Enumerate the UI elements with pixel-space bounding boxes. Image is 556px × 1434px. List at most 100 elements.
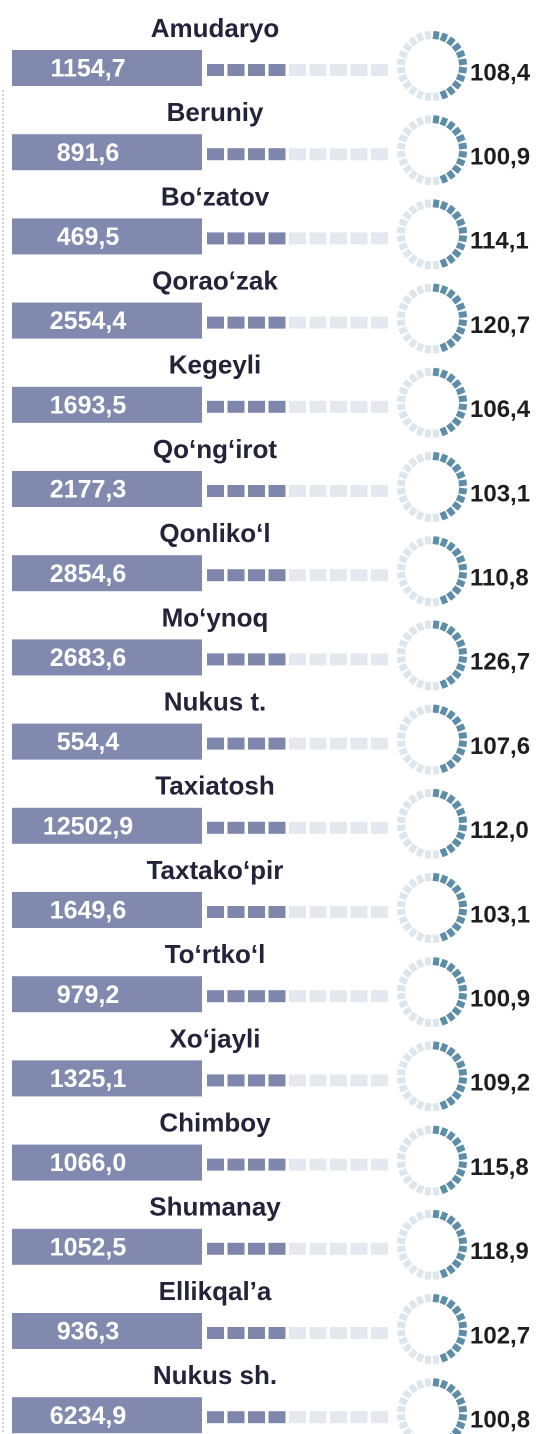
gauge-segment bbox=[432, 681, 440, 691]
dash-square bbox=[350, 232, 368, 245]
percent-label: 100,9 bbox=[470, 986, 530, 1013]
gauge-segment bbox=[398, 1060, 409, 1069]
gauge-segment bbox=[415, 763, 425, 774]
gauge-segment bbox=[458, 563, 468, 571]
gauge-segment bbox=[455, 831, 466, 840]
gauge-segment bbox=[432, 1186, 440, 1196]
gauge-segment bbox=[458, 984, 468, 992]
dash-square bbox=[227, 316, 245, 329]
gauge-segment bbox=[458, 655, 468, 663]
dash-square bbox=[330, 569, 347, 582]
dash-square bbox=[207, 232, 224, 245]
value-label: 2854,6 bbox=[50, 560, 126, 588]
gauge-segment bbox=[398, 1397, 409, 1406]
dash-square bbox=[371, 906, 388, 918]
percent-label: 115,8 bbox=[470, 1154, 529, 1181]
gauge-segment bbox=[432, 199, 440, 209]
gauge-segment bbox=[455, 410, 466, 419]
gauge-segment bbox=[408, 422, 418, 433]
dash-square bbox=[371, 990, 388, 1003]
percent-label: 106,4 bbox=[470, 396, 531, 423]
gauge-segment bbox=[432, 429, 440, 438]
dash-square bbox=[268, 232, 286, 245]
gauge-segment bbox=[402, 1174, 413, 1185]
dash-square bbox=[289, 485, 306, 497]
gauge-segment bbox=[424, 957, 432, 966]
gauge-segment bbox=[398, 326, 409, 335]
district-name: Kegeyli bbox=[169, 350, 262, 380]
gauge-segment bbox=[408, 36, 418, 47]
percent-label: 112,0 bbox=[470, 817, 529, 844]
gauge-segment bbox=[424, 30, 432, 40]
dash-square bbox=[309, 1411, 327, 1424]
gauge-segment bbox=[451, 80, 462, 90]
gauge-segment bbox=[451, 294, 462, 305]
gauge-segment bbox=[458, 740, 468, 748]
dash-square bbox=[371, 1411, 388, 1424]
gauge-segment bbox=[451, 1389, 462, 1400]
dash-square bbox=[268, 485, 286, 497]
gauge-segment bbox=[446, 927, 456, 938]
gauge-segment bbox=[396, 1161, 406, 1169]
gauge-segment bbox=[396, 992, 406, 1000]
gauge-segment bbox=[432, 1293, 440, 1303]
dash-square bbox=[268, 1242, 286, 1255]
dash-square bbox=[207, 737, 224, 750]
gauge-segment bbox=[458, 319, 468, 327]
value-label: 2554,4 bbox=[50, 307, 127, 335]
district-name: Nukus sh. bbox=[153, 1360, 277, 1390]
gauge-segment bbox=[408, 1383, 418, 1394]
gauge-segment bbox=[439, 594, 449, 605]
gauge-segment bbox=[408, 373, 418, 384]
gauge-segment bbox=[439, 874, 449, 885]
gauge-segment bbox=[439, 510, 449, 521]
gauge-segment bbox=[439, 173, 449, 184]
gauge-segment bbox=[396, 395, 406, 403]
dash-square bbox=[330, 485, 347, 497]
dash-square bbox=[330, 737, 347, 750]
district-name: Qonliko‘l bbox=[159, 518, 270, 548]
gauge-segment bbox=[424, 199, 432, 209]
gauge-segment bbox=[446, 590, 456, 601]
gauge-segment bbox=[446, 1011, 456, 1022]
dash-square bbox=[371, 148, 388, 161]
gauge-segment bbox=[432, 934, 440, 944]
gauge-segment bbox=[455, 241, 466, 251]
gauge-segment bbox=[451, 884, 462, 894]
gauge-segment bbox=[396, 487, 406, 495]
gauge-segment bbox=[451, 1006, 462, 1016]
gauge-segment bbox=[396, 900, 406, 908]
gauge-segment bbox=[415, 258, 425, 268]
gauge-segment bbox=[446, 506, 456, 517]
gauge-segment bbox=[432, 597, 440, 607]
gauge-segment bbox=[451, 248, 462, 259]
gauge-segment bbox=[415, 32, 425, 43]
gauge-segment bbox=[402, 1389, 413, 1400]
gauge-segment bbox=[402, 968, 413, 979]
dash-square bbox=[268, 737, 286, 750]
gauge-segment bbox=[415, 958, 425, 969]
gauge-segment bbox=[446, 878, 456, 889]
gauge-segment bbox=[402, 294, 413, 305]
dash-square bbox=[289, 1327, 306, 1339]
gauge-segment bbox=[432, 367, 440, 377]
gauge-segment bbox=[398, 662, 409, 672]
gauge-segment bbox=[402, 332, 413, 343]
dash-square bbox=[207, 400, 224, 413]
dash-square bbox=[289, 569, 306, 582]
gauge-segment bbox=[415, 200, 425, 211]
gauge-segment bbox=[451, 631, 462, 642]
gauge-segment bbox=[455, 723, 466, 733]
dash-square bbox=[371, 316, 388, 329]
gauge-segment bbox=[408, 457, 418, 468]
dash-square bbox=[350, 1411, 368, 1424]
gauge-segment bbox=[455, 1420, 466, 1430]
gauge-segment bbox=[432, 513, 440, 523]
gauge-segment bbox=[402, 884, 413, 894]
dash-square bbox=[248, 1327, 265, 1339]
gauge-segment bbox=[415, 874, 425, 885]
dash-square bbox=[248, 569, 265, 582]
gauge-segment bbox=[458, 487, 468, 495]
gauge-segment bbox=[439, 89, 449, 100]
gauge-segment bbox=[415, 847, 425, 858]
